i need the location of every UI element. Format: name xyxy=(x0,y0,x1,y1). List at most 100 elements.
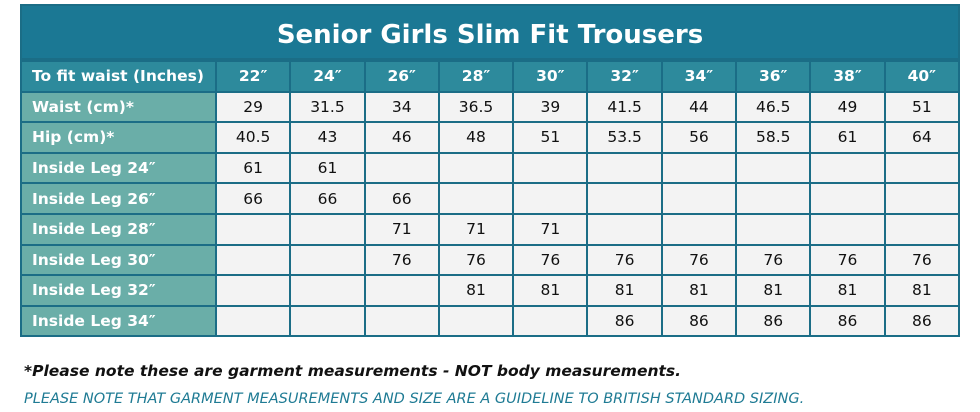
cell: 29 xyxy=(214,90,292,124)
column-header: To fit waist (Inches) xyxy=(20,60,217,93)
cell xyxy=(363,151,440,185)
cell xyxy=(363,304,440,338)
cell: 64 xyxy=(883,121,961,154)
cell: 81 xyxy=(437,274,515,307)
cell xyxy=(214,243,292,277)
cell: 76 xyxy=(735,243,812,277)
cell: 81 xyxy=(512,274,589,307)
cell: 81 xyxy=(660,274,738,307)
cell: 66 xyxy=(363,182,440,215)
cell: 34 xyxy=(363,90,440,124)
cell: 76 xyxy=(809,243,886,277)
cell: 58.5 xyxy=(735,121,812,154)
cell: 71 xyxy=(437,212,515,246)
cell xyxy=(586,182,663,215)
cell: 81 xyxy=(809,274,886,307)
row-label: Inside Leg 26″ xyxy=(20,182,217,215)
cell xyxy=(586,212,663,246)
cell xyxy=(437,182,515,215)
cell xyxy=(883,151,961,185)
cell: 51 xyxy=(512,121,589,154)
cell xyxy=(437,151,515,185)
cell xyxy=(809,151,886,185)
cell: 61 xyxy=(289,151,366,185)
cell xyxy=(809,212,886,246)
cell: 46 xyxy=(363,121,440,154)
cell: 81 xyxy=(883,274,961,307)
cell xyxy=(363,274,440,307)
cell: 36.5 xyxy=(437,90,515,124)
cell xyxy=(735,182,812,215)
table-row: Waist (cm)* 29 31.5 34 36.5 39 41.5 44 46.5 49 51 xyxy=(20,90,961,124)
cell: 76 xyxy=(660,243,738,277)
cell: 40.5 xyxy=(214,121,292,154)
cell: 81 xyxy=(586,274,663,307)
column-header: 30″ xyxy=(512,60,589,93)
table-row: Hip (cm)* 40.5 43 46 48 51 53.5 56 58.5 61 64 xyxy=(20,121,961,154)
cell xyxy=(289,274,366,307)
table-row: Inside Leg 34″ 86 86 86 86 86 xyxy=(20,304,961,338)
cell: 76 xyxy=(437,243,515,277)
row-label: Hip (cm)* xyxy=(20,121,217,154)
cell xyxy=(214,212,292,246)
cell xyxy=(512,151,589,185)
row-label: Waist (cm)* xyxy=(20,90,217,124)
cell: 48 xyxy=(437,121,515,154)
cell: 61 xyxy=(214,151,292,185)
cell: 61 xyxy=(809,121,886,154)
cell xyxy=(289,243,366,277)
cell xyxy=(214,304,292,338)
cell: 66 xyxy=(289,182,366,215)
cell xyxy=(660,151,738,185)
cell: 43 xyxy=(289,121,366,154)
cell xyxy=(735,151,812,185)
cell xyxy=(289,304,366,338)
cell: 41.5 xyxy=(586,90,663,124)
cell: 51 xyxy=(883,90,961,124)
cell xyxy=(883,212,961,246)
cell: 76 xyxy=(883,243,961,277)
size-table: To fit waist (Inches) 22″ 24″ 26″ 28″ 30″ 32″ 3… xyxy=(20,60,961,338)
note: *Please note these are garment measureme… xyxy=(24,362,682,380)
row-label: Inside Leg 34″ xyxy=(20,304,217,338)
row-label: Inside Leg 24″ xyxy=(20,151,217,185)
cell: 44 xyxy=(660,90,738,124)
cell xyxy=(660,182,738,215)
cell: 53.5 xyxy=(586,121,663,154)
cell xyxy=(586,151,663,185)
cell xyxy=(735,212,812,246)
cell: 39 xyxy=(512,90,589,124)
cell: 71 xyxy=(512,212,589,246)
column-header: 34″ xyxy=(660,60,738,93)
cell: 86 xyxy=(660,304,738,338)
table-row: Inside Leg 32″ 81 81 81 81 81 81 81 xyxy=(20,274,961,307)
cell: 76 xyxy=(586,243,663,277)
cell: 86 xyxy=(883,304,961,338)
cell: 49 xyxy=(809,90,886,124)
column-header: 38″ xyxy=(809,60,886,93)
table-row: Inside Leg 24″ 61 61 xyxy=(20,151,961,185)
table-row: Inside Leg 26″ 66 66 66 xyxy=(20,182,961,215)
cell: 86 xyxy=(586,304,663,338)
header-row: To fit waist (Inches) 22″ 24″ 26″ 28″ 30″ 32″ 3… xyxy=(20,60,961,93)
cell xyxy=(512,304,589,338)
note: PLEASE NOTE THAT GARMENT MEASUREMENTS AN… xyxy=(24,391,805,407)
cell: 56 xyxy=(660,121,738,154)
table-row: Inside Leg 30″ 76 76 76 76 76 76 76 76 xyxy=(20,243,961,277)
cell: 86 xyxy=(735,304,812,338)
column-header: 24″ xyxy=(289,60,366,93)
cell xyxy=(214,274,292,307)
cell: 76 xyxy=(363,243,440,277)
cell: 76 xyxy=(512,243,589,277)
cell xyxy=(809,182,886,215)
cell: 81 xyxy=(735,274,812,307)
cell xyxy=(512,182,589,215)
size-chart: Senior Girls Slim Fit Trousers To fit wa… xyxy=(20,4,961,338)
cell xyxy=(660,212,738,246)
table-row: Inside Leg 28″ 71 71 71 xyxy=(20,212,961,246)
cell xyxy=(883,182,961,215)
cell xyxy=(437,304,515,338)
table-title: Senior Girls Slim Fit Trousers xyxy=(20,4,960,60)
row-label: Inside Leg 30″ xyxy=(20,243,217,277)
